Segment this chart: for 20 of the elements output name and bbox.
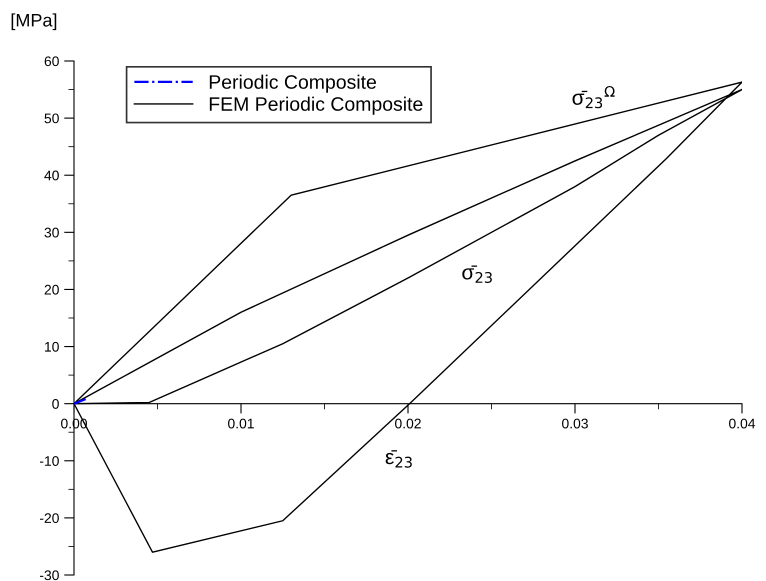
legend-label: FEM Periodic Composite — [210, 96, 422, 115]
legend-label: Periodic Composite — [210, 74, 376, 93]
y-tick-label: -10 — [40, 456, 59, 466]
y-tick-label: 50 — [44, 113, 59, 124]
annotation: σ̄$_{23}$$^{Ω}$ — [572, 86, 615, 108]
annotation: σ̄$_{23}$ — [462, 265, 492, 283]
x-tick-label: 0.01 — [228, 418, 254, 428]
x-tick-label: 0.02 — [395, 418, 421, 428]
y-tick-label: 10 — [45, 342, 59, 352]
x-tick-label: 0.03 — [562, 418, 588, 428]
x-axis-title: ε̄$_{23}$ — [386, 450, 412, 468]
y-tick-label: 0 — [52, 399, 59, 409]
y-tick-label: 30 — [44, 228, 59, 238]
y-axis-title: [MPa] — [12, 13, 56, 30]
y-tick-label: 20 — [44, 284, 59, 295]
y-tick-label: 60 — [44, 56, 59, 66]
y-tick-label: -30 — [40, 570, 59, 580]
x-tick-label: 0.04 — [729, 418, 756, 428]
y-tick-label: 40 — [44, 170, 59, 180]
y-tick-label: -20 — [40, 513, 59, 524]
